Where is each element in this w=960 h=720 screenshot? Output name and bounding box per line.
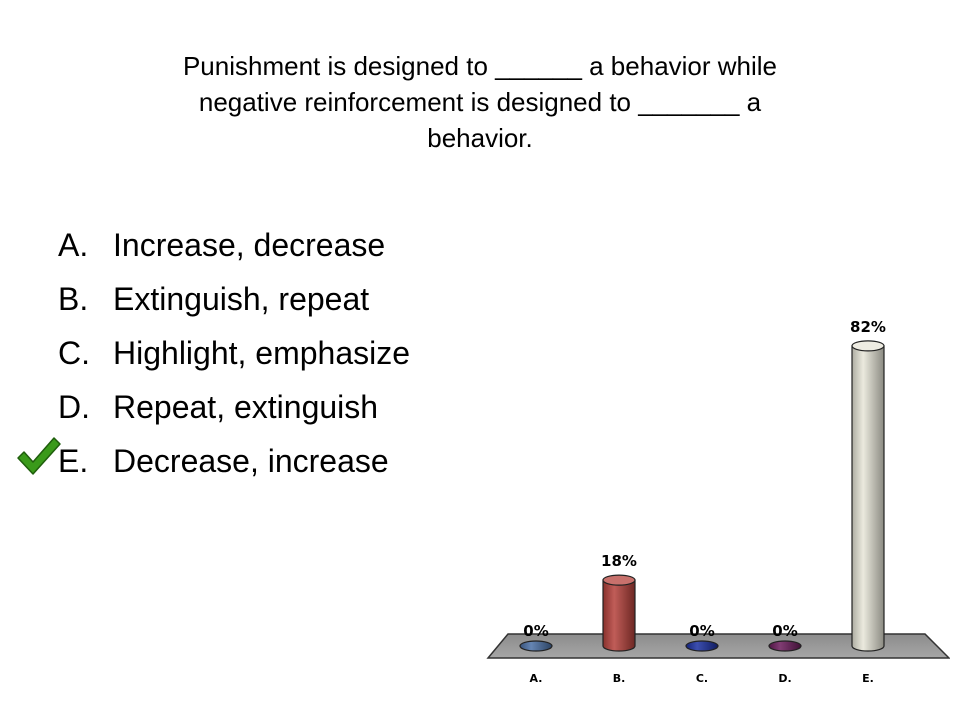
question-text: Punishment is designed to ______ a behav… <box>182 51 778 153</box>
answer-letter: E. <box>58 443 89 479</box>
data-label: 82% <box>850 318 886 336</box>
bar-top <box>851 340 885 352</box>
answer-text: Repeat, extinguish <box>113 389 379 425</box>
answer-text: Increase, decrease <box>113 227 386 263</box>
answer-letter: B. <box>58 281 89 317</box>
data-label: 0% <box>689 622 714 640</box>
answer-letter: D. <box>58 389 90 425</box>
x-tick-label: A. <box>530 672 543 685</box>
checkmark-icon <box>17 437 61 475</box>
x-tick-label: D. <box>778 672 791 685</box>
answer-letter: A. <box>58 227 89 263</box>
answer-letter: C. <box>58 335 90 371</box>
bar-d <box>768 640 802 652</box>
bar-body <box>851 345 885 652</box>
data-label: 0% <box>772 622 797 640</box>
bar-body <box>602 579 636 652</box>
data-label: 0% <box>523 622 548 640</box>
x-tick-label: C. <box>696 672 708 685</box>
x-tick-label: B. <box>613 672 626 685</box>
data-label: 18% <box>601 552 637 570</box>
bar-a <box>519 640 553 652</box>
bar-disc <box>685 640 719 652</box>
bar-b <box>602 574 636 652</box>
bar-c <box>685 640 719 652</box>
results-bar-chart: 0% 18% 0% 0% 82% A. B. C. D. E. <box>486 318 950 685</box>
bar-disc <box>768 640 802 652</box>
bar-disc <box>519 640 553 652</box>
answer-text: Extinguish, repeat <box>113 281 370 317</box>
bar-top <box>602 574 636 586</box>
answer-text: Decrease, increase <box>113 443 389 479</box>
bar-e <box>851 340 885 652</box>
answer-text: Highlight, emphasize <box>113 335 411 371</box>
x-tick-label: E. <box>862 672 874 685</box>
